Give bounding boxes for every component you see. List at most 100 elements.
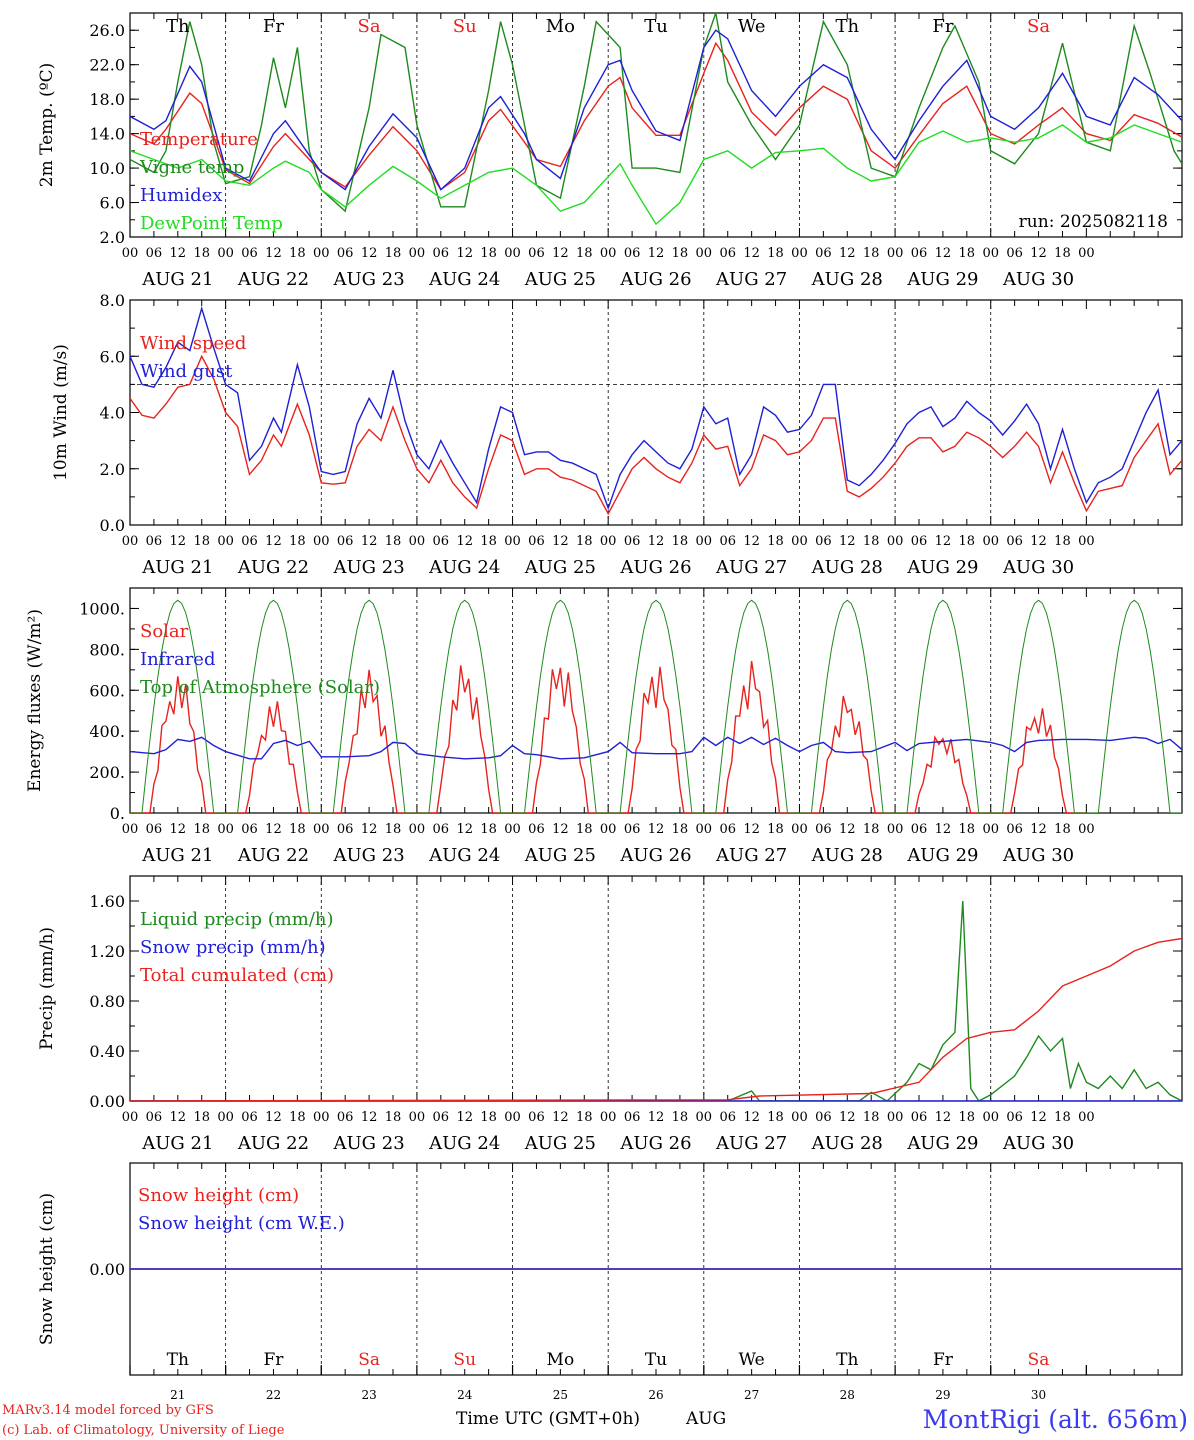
hour-tick-label: 00 xyxy=(217,534,234,549)
hour-tick-label: 00 xyxy=(217,822,234,837)
y-axis-label: Precip (mm/h) xyxy=(37,927,57,1050)
hour-tick-label: 00 xyxy=(122,246,139,261)
hour-tick-label: 06 xyxy=(528,246,545,261)
day-name-label: We xyxy=(739,1350,765,1370)
hour-tick-label: 18 xyxy=(767,246,784,261)
hour-tick-label: 12 xyxy=(1030,1110,1047,1125)
hour-tick-label: 00 xyxy=(791,822,808,837)
hour-tick-label: 18 xyxy=(863,822,880,837)
date-label: AUG 27 xyxy=(715,845,787,866)
hour-tick-label: 12 xyxy=(935,534,952,549)
legend-entry: Solar xyxy=(140,621,189,642)
hour-tick-label: 06 xyxy=(1006,246,1023,261)
hour-tick-label: 18 xyxy=(576,822,593,837)
series-line-solar xyxy=(130,660,1087,813)
date-label: AUG 26 xyxy=(619,1133,691,1154)
hour-tick-label: 18 xyxy=(480,246,497,261)
legend-entry: Wind speed xyxy=(140,333,246,354)
date-label: AUG 29 xyxy=(906,1133,978,1154)
day-number-label: 27 xyxy=(744,1388,759,1402)
hour-tick-label: 18 xyxy=(959,534,976,549)
hour-tick-label: 00 xyxy=(600,822,617,837)
series-line-dewpoint-temp xyxy=(130,124,1182,226)
station-name: MontRigi (alt. 656m) xyxy=(923,1405,1188,1434)
series-line-infrared xyxy=(130,736,1182,760)
hour-tick-label: 06 xyxy=(146,822,163,837)
legend-entry: DewPoint Temp xyxy=(140,213,283,234)
hour-tick-label: 06 xyxy=(337,822,354,837)
hour-tick-label: 06 xyxy=(433,1110,450,1125)
hour-tick-label: 18 xyxy=(576,1110,593,1125)
day-name-label: Sa xyxy=(1028,1350,1050,1370)
hour-tick-label: 06 xyxy=(624,246,641,261)
day-name-label: Mo xyxy=(547,1350,575,1370)
hour-tick-label: 18 xyxy=(289,534,306,549)
y-tick-label: 600. xyxy=(89,681,125,700)
date-label: AUG 24 xyxy=(428,269,500,290)
model-credit: MARv3.14 model forced by GFS xyxy=(2,1403,214,1418)
hour-tick-label: 12 xyxy=(552,246,569,261)
hour-tick-label: 12 xyxy=(839,822,856,837)
day-number-label: 22 xyxy=(266,1388,281,1402)
day-name-label: Th xyxy=(835,16,859,37)
day-number-label: 25 xyxy=(553,1388,568,1402)
hour-tick-label: 12 xyxy=(1030,246,1047,261)
hour-tick-label: 18 xyxy=(672,246,689,261)
y-tick-label: 2.0 xyxy=(100,228,125,247)
hour-tick-label: 12 xyxy=(1030,534,1047,549)
date-label: AUG 29 xyxy=(906,557,978,578)
y-tick-label: 200. xyxy=(89,763,125,782)
hour-tick-label: 06 xyxy=(241,1110,258,1125)
legend-entry: Snow height (cm W.E.) xyxy=(138,1213,345,1234)
hour-tick-label: 18 xyxy=(767,1110,784,1125)
hour-tick-label: 12 xyxy=(170,1110,187,1125)
date-label: AUG 23 xyxy=(332,845,404,866)
hour-tick-label: 12 xyxy=(361,534,378,549)
hour-tick-label: 00 xyxy=(217,246,234,261)
day-number-label: 28 xyxy=(840,1388,855,1402)
date-label: AUG 30 xyxy=(1002,557,1074,578)
x-axis-title: Time UTC (GMT+0h) xyxy=(456,1409,640,1429)
hour-tick-label: 00 xyxy=(600,246,617,261)
legend-entry: Top of Atmosphere (Solar) xyxy=(140,677,380,698)
hour-tick-label: 12 xyxy=(552,822,569,837)
legend-entry: Wind gust xyxy=(140,361,233,382)
hour-tick-label: 06 xyxy=(1006,1110,1023,1125)
hour-tick-label: 18 xyxy=(1054,534,1071,549)
hour-tick-label: 12 xyxy=(552,534,569,549)
hour-tick-label: 12 xyxy=(648,822,665,837)
hour-tick-label: 00 xyxy=(696,534,713,549)
legend-entry: Humidex xyxy=(140,185,222,206)
hour-tick-label: 06 xyxy=(433,822,450,837)
date-label: AUG 26 xyxy=(619,845,691,866)
hour-tick-label: 18 xyxy=(576,534,593,549)
plot-frame xyxy=(129,587,1183,814)
hour-tick-label: 18 xyxy=(385,822,402,837)
hour-tick-label: 06 xyxy=(241,822,258,837)
y-tick-label: 2.0 xyxy=(100,460,125,479)
hour-tick-label: 00 xyxy=(1078,534,1095,549)
day-name-label: Su xyxy=(453,16,477,37)
y-tick-label: 1.20 xyxy=(89,942,125,961)
date-label: AUG 27 xyxy=(715,557,787,578)
hour-tick-label: 06 xyxy=(911,822,928,837)
day-name-label: Tu xyxy=(645,1350,667,1370)
date-label: AUG 28 xyxy=(811,1133,883,1154)
hour-tick-label: 18 xyxy=(959,246,976,261)
hour-tick-label: 00 xyxy=(504,822,521,837)
y-tick-label: 0.80 xyxy=(89,992,125,1011)
hour-tick-label: 06 xyxy=(624,1110,641,1125)
hour-tick-label: 00 xyxy=(1078,246,1095,261)
day-name-label: Th xyxy=(167,1350,189,1370)
hour-tick-label: 06 xyxy=(241,246,258,261)
date-label: AUG 23 xyxy=(332,557,404,578)
hour-tick-label: 12 xyxy=(839,534,856,549)
date-label: AUG 29 xyxy=(906,845,978,866)
hour-tick-label: 00 xyxy=(1078,822,1095,837)
hour-tick-label: 06 xyxy=(337,246,354,261)
hour-tick-label: 00 xyxy=(409,534,426,549)
hour-tick-label: 06 xyxy=(911,534,928,549)
date-label: AUG 28 xyxy=(811,557,883,578)
hour-tick-label: 06 xyxy=(528,1110,545,1125)
